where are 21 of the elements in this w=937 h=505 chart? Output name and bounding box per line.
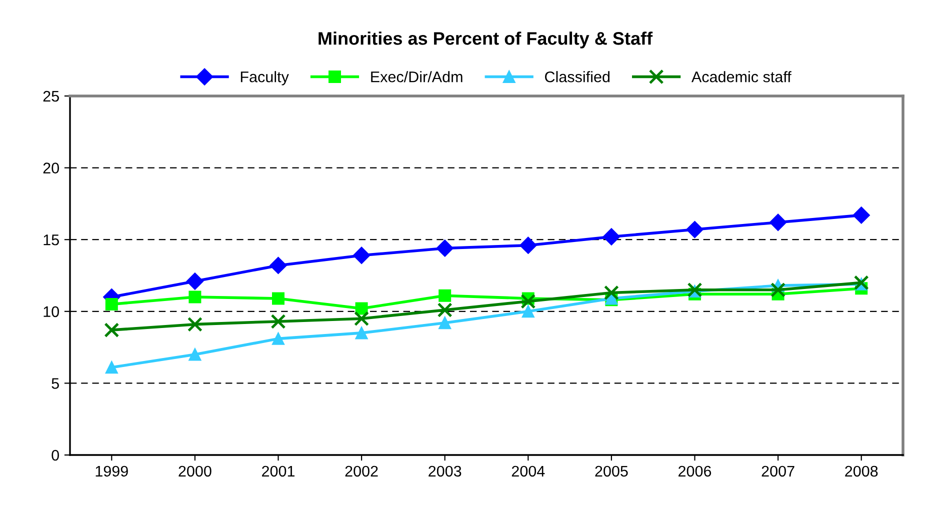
y-tick-label: 20 — [43, 162, 59, 174]
y-tick-label: 10 — [44, 306, 59, 318]
x-tick-label: 2004 — [512, 466, 545, 477]
y-tick-label: 5 — [52, 378, 59, 389]
legend-label: Academic staff — [691, 71, 792, 82]
x-tick-label: 1999 — [96, 466, 128, 477]
chart-title: Minorities as Percent of Faculty & Staff — [318, 32, 653, 48]
x-tick-label: 2006 — [678, 466, 712, 477]
x-tick-label: 2007 — [762, 466, 794, 477]
x-tick-label: 2000 — [178, 466, 212, 477]
y-tick-label: 15 — [44, 234, 59, 246]
legend-label: Classified — [545, 71, 610, 82]
legend-label: Faculty — [240, 71, 289, 86]
x-tick-label: 2005 — [595, 466, 628, 477]
x-tick-label: 2008 — [845, 466, 878, 477]
x-tick-label: 2003 — [428, 466, 462, 477]
x-tick-label: 2002 — [345, 466, 378, 477]
legend-label: Exec/Dir/Adm — [371, 71, 462, 82]
y-tick-label: 25 — [43, 90, 59, 102]
x-tick-label: 2001 — [262, 466, 294, 477]
y-tick-label: 0 — [52, 450, 59, 461]
